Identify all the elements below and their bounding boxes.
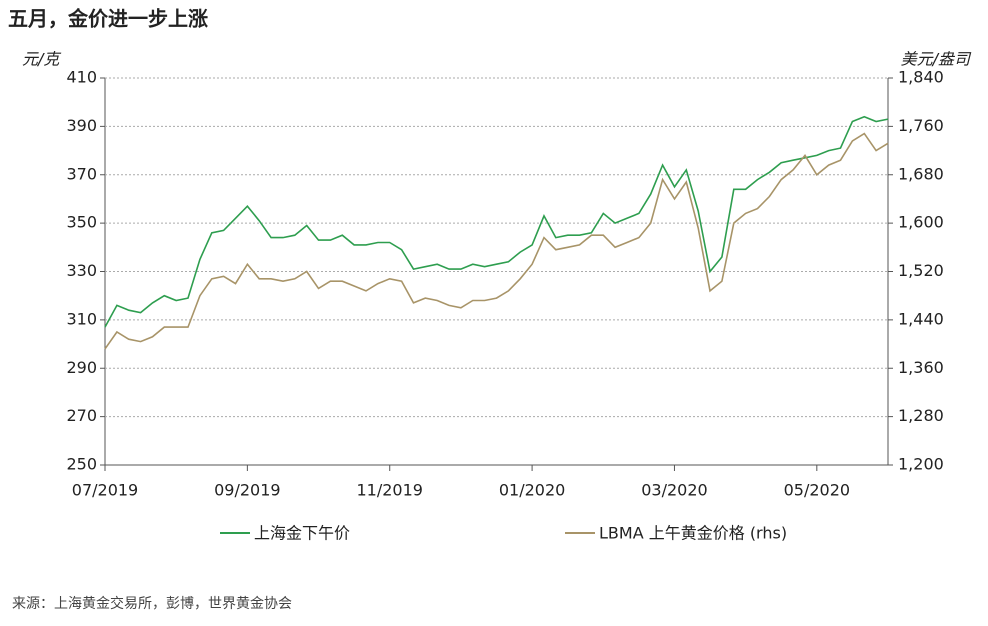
y-tick-label: 410 <box>66 68 97 87</box>
y-tick-label: 310 <box>66 309 97 328</box>
y2-tick-label: 1,200 <box>898 455 944 474</box>
y-axis-label: 元/克 <box>22 50 61 69</box>
x-tick-label: 07/2019 <box>72 481 138 500</box>
y-tick-label: 290 <box>66 358 97 377</box>
x-tick-label: 09/2019 <box>214 481 280 500</box>
y2-tick-label: 1,760 <box>898 116 944 135</box>
chart-title: 五月，金价进一步上涨 <box>8 7 208 31</box>
y2-tick-label: 1,440 <box>898 309 944 328</box>
y-tick-label: 390 <box>66 116 97 135</box>
x-tick-label: 01/2020 <box>499 481 565 500</box>
y2-tick-label: 1,680 <box>898 164 944 183</box>
y-tick-label: 270 <box>66 406 97 425</box>
legend-label: LBMA 上午黄金价格 (rhs) <box>599 524 787 543</box>
source-note: 来源：上海黄金交易所，彭博，世界黄金协会 <box>12 595 292 612</box>
x-tick-label: 05/2020 <box>784 481 850 500</box>
y2-tick-label: 1,280 <box>898 406 944 425</box>
y2-tick-label: 1,520 <box>898 261 944 280</box>
y-tick-label: 330 <box>66 261 97 280</box>
y2-tick-label: 1,600 <box>898 213 944 232</box>
y2-axis-label: 美元/盎司 <box>901 50 972 69</box>
y2-tick-label: 1,360 <box>898 358 944 377</box>
line-series <box>104 132 889 350</box>
y2-tick-label: 1,840 <box>898 68 944 87</box>
y-tick-label: 250 <box>66 455 97 474</box>
legend-label: 上海金下午价 <box>254 524 350 543</box>
x-tick-label: 03/2020 <box>641 481 707 500</box>
x-tick-label: 11/2019 <box>356 481 422 500</box>
line-series <box>104 115 889 328</box>
y-tick-label: 370 <box>66 164 97 183</box>
y-tick-label: 350 <box>66 213 97 232</box>
